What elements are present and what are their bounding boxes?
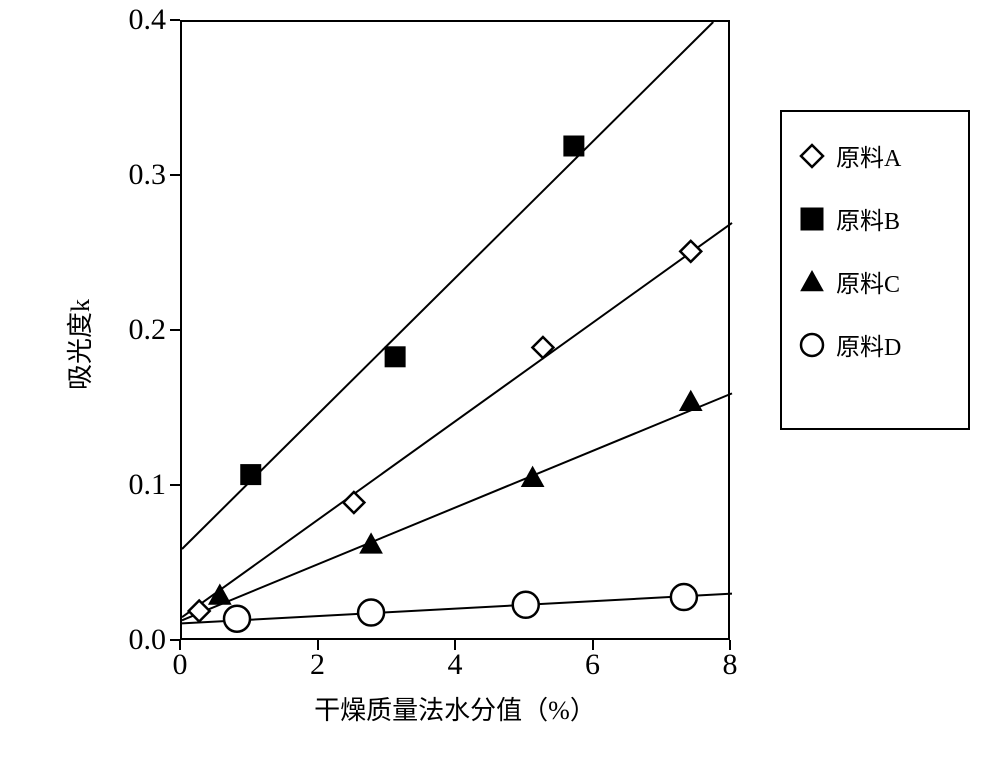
x-tick-mark (592, 640, 594, 650)
x-tick-label: 4 (448, 648, 463, 682)
x-tick-mark (729, 640, 731, 650)
legend-label: 原料B (836, 201, 900, 236)
plot-svg (182, 22, 732, 642)
x-axis-label: 干燥质量法水分值（%） (314, 690, 596, 727)
legend-marker-icon (798, 205, 826, 233)
legend-item: 原料A (794, 124, 956, 187)
x-tick-label: 8 (723, 648, 738, 682)
y-tick-mark (170, 19, 180, 21)
plot-area (180, 20, 730, 640)
y-tick-mark (170, 329, 180, 331)
legend-box: 原料A 原料B 原料C 原料D (780, 110, 970, 430)
x-tick-label: 0 (173, 648, 188, 682)
x-tick-label: 2 (310, 648, 325, 682)
y-tick-label: 0.0 (46, 623, 166, 657)
y-axis-label: 吸光度k (60, 299, 97, 390)
legend-marker-icon (798, 331, 826, 359)
legend-label: 原料D (836, 327, 901, 362)
legend-marker-icon (798, 142, 826, 170)
x-tick-mark (317, 640, 319, 650)
legend-item: 原料D (794, 313, 956, 376)
y-tick-mark (170, 484, 180, 486)
legend-item: 原料B (794, 187, 956, 250)
legend-label: 原料A (836, 138, 901, 173)
x-tick-mark (179, 640, 181, 650)
legend-marker-icon (798, 268, 826, 296)
chart-container: 0.00.10.20.30.4 02468 吸光度k 干燥质量法水分值（%） 原… (0, 0, 1000, 775)
legend-item: 原料C (794, 250, 956, 313)
x-tick-mark (454, 640, 456, 650)
y-tick-mark (170, 174, 180, 176)
y-tick-label: 0.1 (46, 468, 166, 502)
legend-label: 原料C (836, 264, 900, 299)
x-tick-label: 6 (585, 648, 600, 682)
y-tick-label: 0.4 (46, 3, 166, 37)
y-tick-label: 0.3 (46, 158, 166, 192)
